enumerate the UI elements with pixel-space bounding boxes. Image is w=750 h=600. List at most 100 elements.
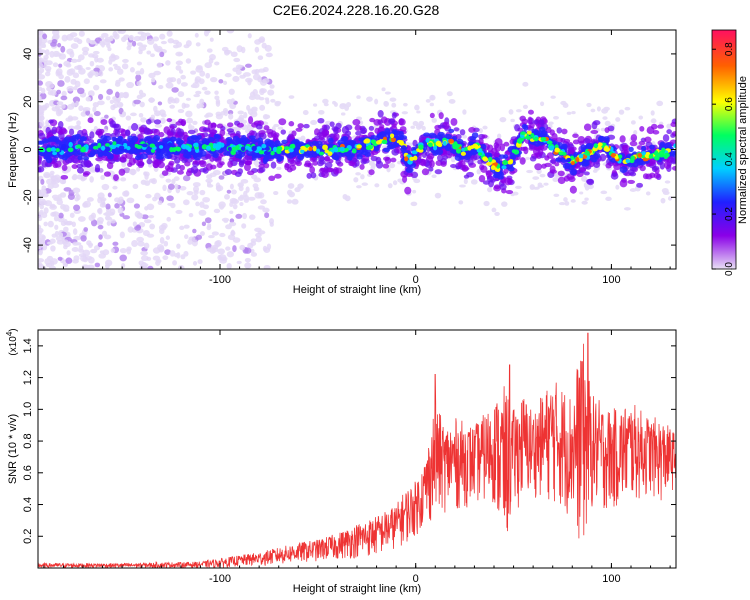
colorbar-tick-label: 0.6	[724, 97, 735, 111]
spectrogram-band-point	[533, 119, 539, 125]
spectrogram-noise-point	[543, 182, 549, 186]
spectrogram-noise-point	[192, 228, 197, 234]
spectrogram-noise-point	[252, 111, 257, 115]
spectrogram-noise-point	[159, 33, 166, 40]
spectrogram-band-point	[619, 135, 626, 143]
spectrogram-noise-point	[192, 182, 201, 187]
spectrogram-noise-point	[581, 200, 588, 205]
spectrogram-noise-point	[112, 185, 118, 190]
spectrogram-noise-point	[44, 71, 51, 77]
spectrogram-noise-point	[204, 114, 210, 118]
spectrogram-band-point	[355, 130, 362, 136]
spectrogram-core-point	[77, 155, 83, 161]
spectrogram-band-point	[166, 167, 175, 172]
spectrogram-band-point	[645, 173, 653, 180]
spectrogram-core-point	[131, 148, 139, 154]
spectrogram-noise-point	[38, 237, 43, 244]
spectrogram-noise-point	[250, 241, 257, 246]
spectrogram-band-point	[297, 123, 304, 129]
spectrogram-noise-point	[259, 88, 265, 96]
spectrogram-noise-point	[273, 123, 280, 128]
spectrogram-noise-point	[224, 72, 232, 78]
spectrogram-core-point	[193, 153, 202, 161]
spectrogram-noise-point	[660, 197, 666, 204]
spectrogram-noise-point	[41, 87, 46, 94]
spectrogram-peak-point	[322, 144, 328, 151]
spectrogram-band-point	[57, 130, 64, 136]
spectrogram-noise-point	[232, 203, 238, 210]
spectrogram-noise-point	[50, 89, 57, 96]
spectrogram-noise-point	[258, 96, 265, 101]
spectrogram-band-point	[368, 169, 375, 176]
spectrogram-band-point	[379, 124, 385, 129]
spectrogram-noise-point	[243, 111, 248, 119]
spectrogram-band-point	[166, 131, 174, 136]
spectrogram-noise-point	[93, 84, 100, 91]
spectrogram-peak-point	[460, 151, 466, 156]
spectrogram-band-point	[166, 118, 173, 123]
spectrogram-noise-point	[93, 110, 101, 117]
spectrogram-noise-point	[412, 189, 417, 194]
spectrogram-peak-point	[235, 145, 240, 149]
spectrogram-noise-point	[99, 79, 107, 84]
spectrogram-noise-point	[355, 172, 361, 176]
spectrogram-core-point	[443, 133, 452, 139]
spectrogram-noise-point	[53, 215, 59, 222]
spectrogram-peak-point	[258, 150, 265, 155]
spectrogram-band-point	[181, 158, 188, 164]
spectrogram-noise-point	[63, 241, 71, 248]
spectrogram-noise-point	[38, 57, 44, 64]
spectrogram-noise-point	[429, 94, 436, 101]
spectrogram-noise-point	[146, 203, 155, 211]
spectrogram-noise-point	[104, 263, 110, 269]
spectrogram-noise-point	[137, 240, 145, 247]
spectrogram-core-point	[150, 137, 158, 145]
spectrogram-noise-point	[83, 264, 91, 269]
spectrogram-noise-point	[57, 256, 63, 261]
spectrogram-peak-point	[251, 145, 257, 152]
spectrogram-noise-point	[133, 99, 142, 105]
spectrogram-noise-point	[167, 183, 175, 190]
spectrogram-noise-point	[38, 197, 41, 202]
spectrogram-peak-point	[477, 152, 483, 156]
spectrogram-noise-point	[198, 104, 205, 109]
spectrogram-noise-point	[656, 100, 664, 107]
spectrogram-noise-point	[60, 45, 66, 53]
spectrogram-peak-point	[156, 148, 162, 154]
spectrogram-band-point	[248, 116, 254, 124]
spectrogram-noise-point	[563, 197, 568, 203]
spectrogram-band-point	[263, 125, 270, 131]
spectrogram-noise-point	[225, 224, 232, 230]
spectrogram-band-point	[671, 165, 676, 171]
spectrogram-noise-point	[553, 115, 559, 120]
spectrogram-noise-point	[245, 186, 250, 193]
figure-title: C2E6.2024.228.16.20.G28	[272, 2, 440, 18]
spectrogram-noise-point	[82, 202, 88, 208]
spectrogram-noise-point	[360, 174, 365, 180]
spectrogram-noise-point	[286, 199, 293, 204]
spectrogram-peak-point	[212, 143, 219, 148]
spectrogram-noise-point	[434, 192, 442, 199]
spectrogram-core-point	[277, 155, 285, 161]
spectrogram-noise-point	[178, 69, 184, 74]
spectrogram-noise-point	[119, 254, 128, 262]
spectrogram-noise-point	[60, 104, 66, 109]
spectrogram-core-point	[497, 175, 505, 180]
spectrogram-noise-point	[112, 241, 119, 246]
colorbar-ticks: 0.0 0.2 0.4 0.6 0.8	[712, 42, 735, 276]
spectrogram-band-point	[421, 168, 430, 176]
spectrogram-core-point	[199, 150, 207, 157]
colorbar-tick-label: 0.2	[724, 207, 735, 221]
spectrogram-band-point	[227, 160, 233, 168]
spectrogram-core-point	[127, 135, 134, 142]
spectrogram-band-point	[176, 170, 184, 175]
spectrogram-noise-point	[176, 77, 182, 85]
spectrogram-peak-point	[201, 144, 208, 150]
spectrogram-noise-point	[270, 98, 276, 103]
spectrogram-noise-point	[119, 247, 127, 254]
spectrogram-band-point	[488, 179, 494, 188]
spectrogram-noise-point	[74, 80, 81, 88]
spectrogram-noise-point	[250, 252, 258, 257]
spectrogram-noise-point	[108, 67, 114, 72]
spectrogram-peak-point	[300, 149, 305, 154]
